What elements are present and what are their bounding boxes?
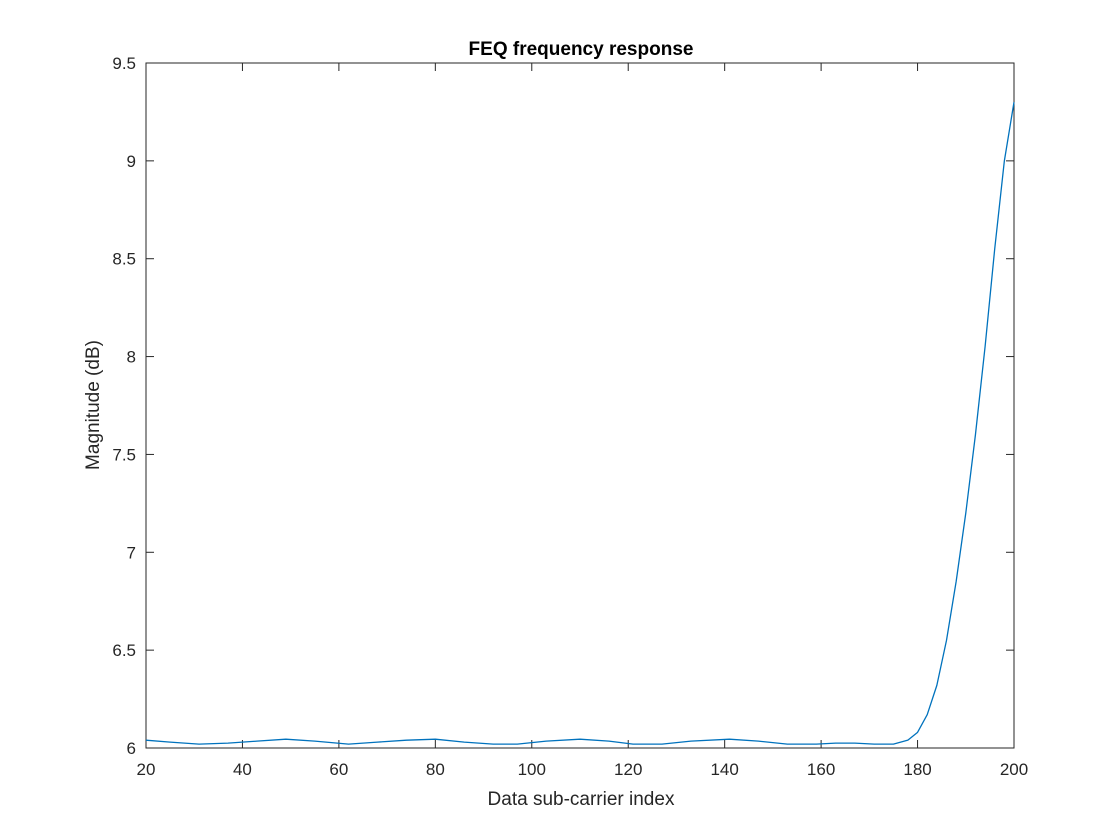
axes-box: [145, 62, 1015, 749]
x-tick-label: 140: [710, 760, 738, 779]
y-tick-label: 6.5: [112, 641, 136, 660]
y-tick-label: 6: [127, 739, 136, 758]
x-tick-label: 160: [807, 760, 835, 779]
y-tick-label: 8.5: [112, 250, 136, 269]
x-tick-label: 20: [137, 760, 156, 779]
x-tick-label: 80: [426, 760, 445, 779]
chart-title: FEQ frequency response: [469, 39, 694, 60]
y-tick-label: 7.5: [112, 445, 136, 464]
series-line: [145, 102, 1015, 745]
y-tick-label: 7: [127, 543, 136, 562]
x-axis-label: Data sub-carrier index: [488, 789, 675, 810]
y-axis-label: Magnitude (dB): [83, 340, 104, 470]
x-tick-label: 40: [233, 760, 252, 779]
x-tick-label: 100: [518, 760, 546, 779]
plot-area: 20 40 60 80 100 120 140 160 180 200 6 6.5 7 7.5 8 8.5 9 9…: [112, 54, 1028, 779]
x-tick-label: 200: [1000, 760, 1028, 779]
y-tick-label: 9.5: [112, 54, 136, 73]
x-tick-label: 180: [903, 760, 931, 779]
y-tick-label: 8: [127, 348, 136, 367]
y-tick-label: 9: [127, 152, 136, 171]
x-tick-label: 60: [329, 760, 348, 779]
x-tick-label: 120: [614, 760, 642, 779]
